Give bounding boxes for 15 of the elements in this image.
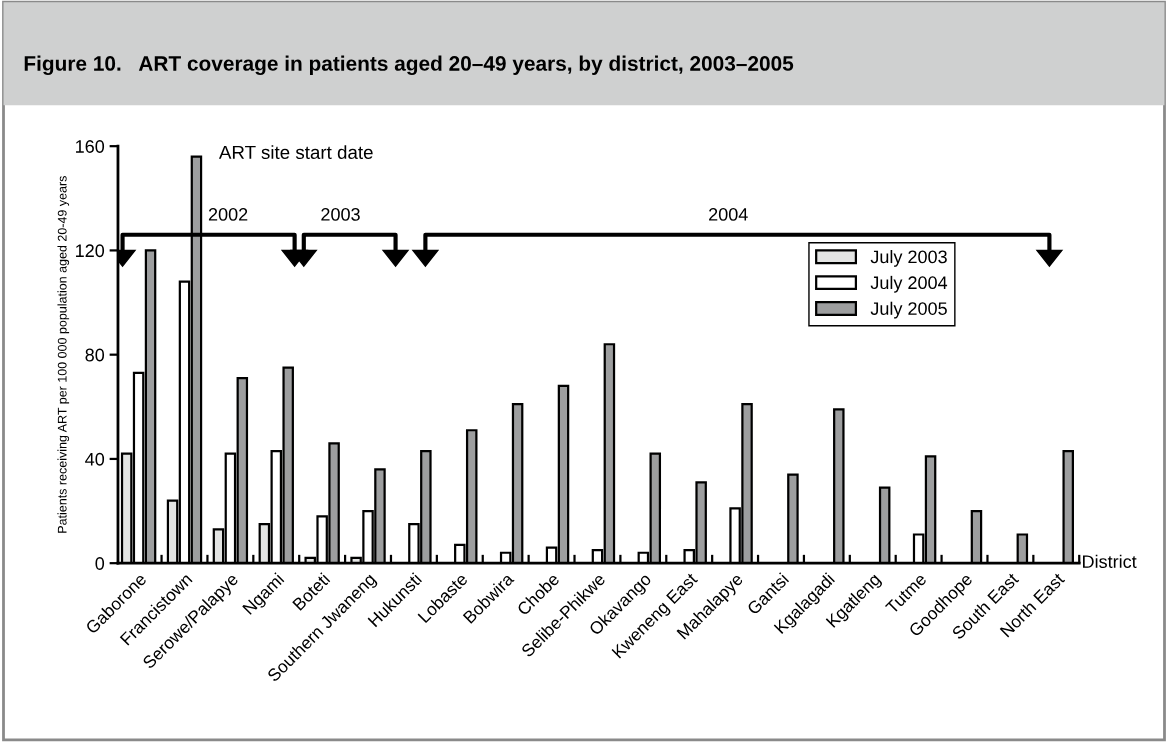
legend-label: July 2004: [870, 275, 948, 293]
legend-label: July 2005: [870, 301, 947, 319]
legend-label: July 2003: [870, 249, 947, 267]
x-axis-title: District: [1083, 554, 1137, 569]
y-tick-label: 0: [95, 557, 105, 570]
chart-title: Figure 10. ART coverage in patients aged 20–49 years, by district, 2003–2005: [24, 55, 794, 76]
annotation: ART site start date: [218, 145, 373, 160]
annotation: 2004: [709, 208, 748, 221]
annotation: 2002: [208, 208, 248, 221]
y-axis-title: Patients receiving ART per 100 000 population aged 20-49 years: [57, 176, 70, 533]
annotation: 2003: [321, 208, 360, 221]
y-tick-label: 120: [76, 244, 105, 258]
y-tick-label: 40: [85, 452, 105, 466]
y-tick-label: 160: [76, 140, 105, 153]
y-tick-label: 80: [85, 348, 105, 362]
